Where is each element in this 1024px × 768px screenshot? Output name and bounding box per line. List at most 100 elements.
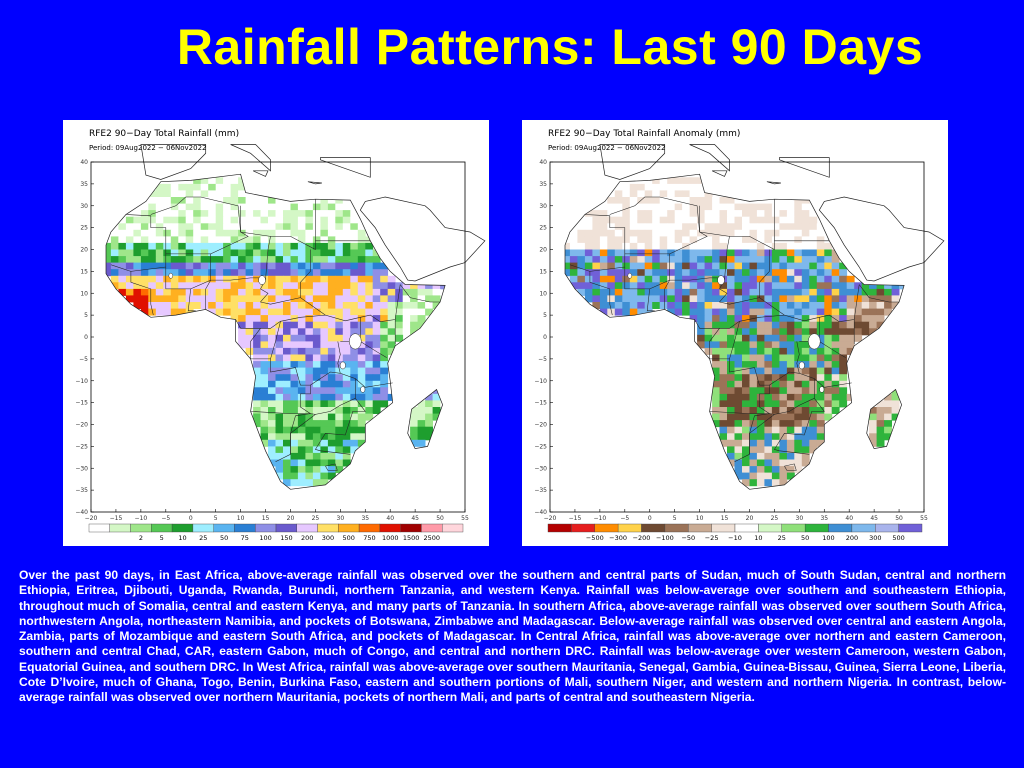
country-border bbox=[250, 321, 281, 360]
rainfall-cell bbox=[312, 433, 321, 441]
rainfall-cell bbox=[342, 433, 351, 441]
rainfall-cell bbox=[305, 210, 314, 218]
rainfall-cell bbox=[357, 242, 366, 250]
rainfall-cell bbox=[809, 367, 818, 375]
rainfall-cell bbox=[764, 367, 773, 375]
rainfall-cell bbox=[290, 321, 299, 329]
rainfall-cell bbox=[245, 242, 254, 250]
rainfall-cell bbox=[215, 223, 224, 231]
rainfall-cell bbox=[749, 275, 758, 283]
rainfall-cell bbox=[756, 472, 765, 480]
rainfall-cell bbox=[357, 328, 366, 336]
rainfall-cell bbox=[140, 223, 149, 231]
rainfall-cell bbox=[794, 334, 803, 342]
rainfall-cell bbox=[734, 413, 743, 421]
rainfall-cell bbox=[614, 302, 623, 309]
rainfall-cell bbox=[689, 269, 698, 277]
rainfall-cell bbox=[312, 295, 321, 303]
rainfall-cell bbox=[794, 229, 803, 237]
rainfall-cell bbox=[223, 216, 231, 224]
rainfall-cell bbox=[283, 328, 291, 336]
rainfall-cell bbox=[712, 400, 720, 408]
rainfall-cell bbox=[335, 439, 344, 447]
rainfall-cell bbox=[178, 302, 187, 309]
rainfall-cell bbox=[305, 479, 314, 487]
rainfall-cell bbox=[779, 446, 788, 454]
rainfall-cell bbox=[305, 295, 314, 303]
rainfall-cell bbox=[327, 210, 336, 218]
rainfall-cell bbox=[742, 236, 750, 244]
rainfall-cell bbox=[801, 210, 810, 218]
rainfall-cell bbox=[245, 249, 254, 257]
rainfall-cell bbox=[305, 315, 314, 323]
lon-tick-label: 35 bbox=[820, 515, 828, 522]
rainfall-cell bbox=[133, 288, 142, 296]
rainfall-cell bbox=[260, 203, 269, 211]
rainfall-cell bbox=[614, 183, 623, 191]
rainfall-cell bbox=[734, 380, 743, 388]
rainfall-cell bbox=[884, 426, 892, 434]
rainfall-cell bbox=[622, 197, 631, 204]
rainfall-cell bbox=[178, 216, 187, 224]
rainfall-cell bbox=[577, 223, 586, 231]
rainfall-cell bbox=[350, 229, 359, 237]
neighbor-coastline bbox=[140, 144, 207, 180]
rainfall-cell bbox=[816, 269, 825, 277]
rainfall-cell bbox=[268, 374, 276, 382]
rainfall-cell bbox=[629, 256, 638, 264]
rainfall-cell bbox=[223, 223, 231, 231]
rainfall-cell bbox=[155, 236, 164, 244]
rainfall-cell bbox=[801, 249, 810, 257]
rainfall-cell bbox=[599, 262, 608, 270]
rainfall-cell bbox=[764, 249, 773, 257]
rainfall-cell bbox=[719, 236, 728, 244]
rainfall-cell bbox=[734, 354, 743, 362]
rainfall-cell bbox=[622, 308, 631, 316]
rainfall-cell bbox=[599, 242, 608, 250]
rainfall-cell bbox=[327, 236, 336, 244]
rainfall-cell bbox=[238, 210, 246, 218]
rainfall-cell bbox=[659, 282, 668, 290]
rainfall-cell bbox=[719, 400, 728, 408]
rainfall-cell bbox=[425, 433, 433, 441]
rainfall-cell bbox=[786, 367, 795, 375]
rainfall-cell bbox=[327, 393, 336, 401]
rainfall-cell bbox=[565, 249, 571, 257]
rainfall-cell bbox=[771, 393, 780, 401]
rainfall-cell bbox=[831, 334, 840, 342]
rainfall-cell bbox=[697, 216, 705, 224]
rainfall-cell bbox=[801, 393, 810, 401]
rainfall-cell bbox=[861, 328, 870, 336]
rainfall-cell bbox=[779, 380, 788, 388]
rainfall-cell bbox=[584, 275, 593, 283]
rainfall-cell bbox=[697, 190, 705, 198]
rainfall-cell bbox=[335, 328, 344, 336]
rainfall-cell bbox=[110, 275, 119, 283]
rainfall-cell bbox=[824, 256, 833, 264]
rainfall-cell bbox=[260, 367, 269, 375]
rainfall-cell bbox=[622, 190, 631, 198]
lon-tick-label: 0 bbox=[189, 515, 193, 522]
rainfall-cell bbox=[794, 452, 803, 460]
rainfall-cell bbox=[719, 361, 728, 369]
rainfall-cell bbox=[148, 197, 157, 204]
rainfall-cell bbox=[410, 288, 418, 296]
rainfall-cell bbox=[719, 229, 728, 237]
rainfall-cell bbox=[742, 308, 750, 316]
legend-label: 10 bbox=[754, 534, 762, 542]
rainfall-cell bbox=[824, 400, 833, 408]
rainfall-cell bbox=[312, 315, 321, 323]
rainfall-cell bbox=[629, 288, 638, 296]
rainfall-cell bbox=[387, 334, 396, 342]
rainfall-cell bbox=[327, 400, 336, 408]
rainfall-cell bbox=[215, 288, 224, 296]
country-border bbox=[240, 199, 316, 250]
rainfall-cell bbox=[614, 229, 623, 237]
rainfall-cell bbox=[410, 407, 418, 414]
rainfall-cell bbox=[727, 328, 735, 336]
rainfall-cell bbox=[749, 380, 758, 388]
rainfall-cell bbox=[749, 223, 758, 231]
lon-tick-label: −15 bbox=[110, 515, 123, 522]
rainfall-cell bbox=[185, 210, 194, 218]
lon-tick-label: 45 bbox=[411, 515, 419, 522]
